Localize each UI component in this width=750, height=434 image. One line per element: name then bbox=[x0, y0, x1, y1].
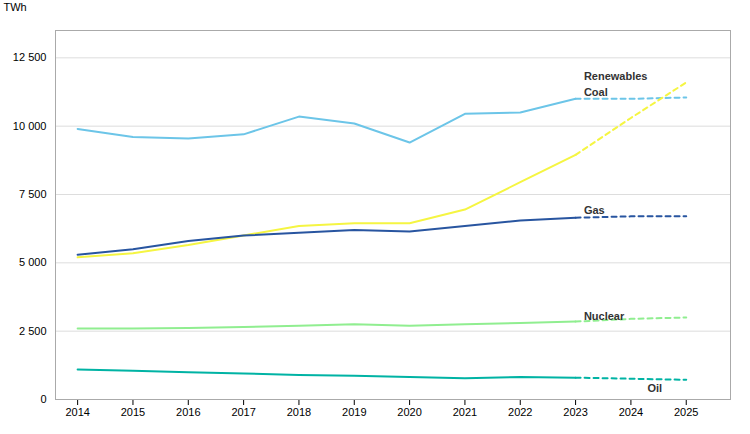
svg-text:2015: 2015 bbox=[121, 406, 145, 418]
svg-text:2022: 2022 bbox=[508, 406, 532, 418]
svg-text:2017: 2017 bbox=[231, 406, 255, 418]
svg-text:12 500: 12 500 bbox=[13, 51, 47, 63]
svg-text:2019: 2019 bbox=[342, 406, 366, 418]
svg-text:Renewables: Renewables bbox=[584, 70, 648, 82]
svg-text:2020: 2020 bbox=[397, 406, 421, 418]
svg-text:2021: 2021 bbox=[453, 406, 477, 418]
svg-text:Coal: Coal bbox=[584, 86, 608, 98]
svg-text:Nuclear: Nuclear bbox=[584, 310, 625, 322]
svg-text:Oil: Oil bbox=[648, 382, 663, 394]
svg-text:2014: 2014 bbox=[65, 406, 89, 418]
svg-text:2025: 2025 bbox=[674, 406, 698, 418]
svg-text:2023: 2023 bbox=[563, 406, 587, 418]
svg-text:10 000: 10 000 bbox=[13, 120, 47, 132]
svg-text:2018: 2018 bbox=[287, 406, 311, 418]
svg-text:2016: 2016 bbox=[176, 406, 200, 418]
svg-text:0: 0 bbox=[40, 393, 46, 405]
svg-text:TWh: TWh bbox=[4, 1, 27, 13]
svg-text:2024: 2024 bbox=[619, 406, 643, 418]
svg-text:5 000: 5 000 bbox=[19, 256, 47, 268]
svg-text:Gas: Gas bbox=[584, 204, 605, 216]
svg-text:2 500: 2 500 bbox=[19, 325, 47, 337]
svg-text:7 500: 7 500 bbox=[19, 188, 47, 200]
